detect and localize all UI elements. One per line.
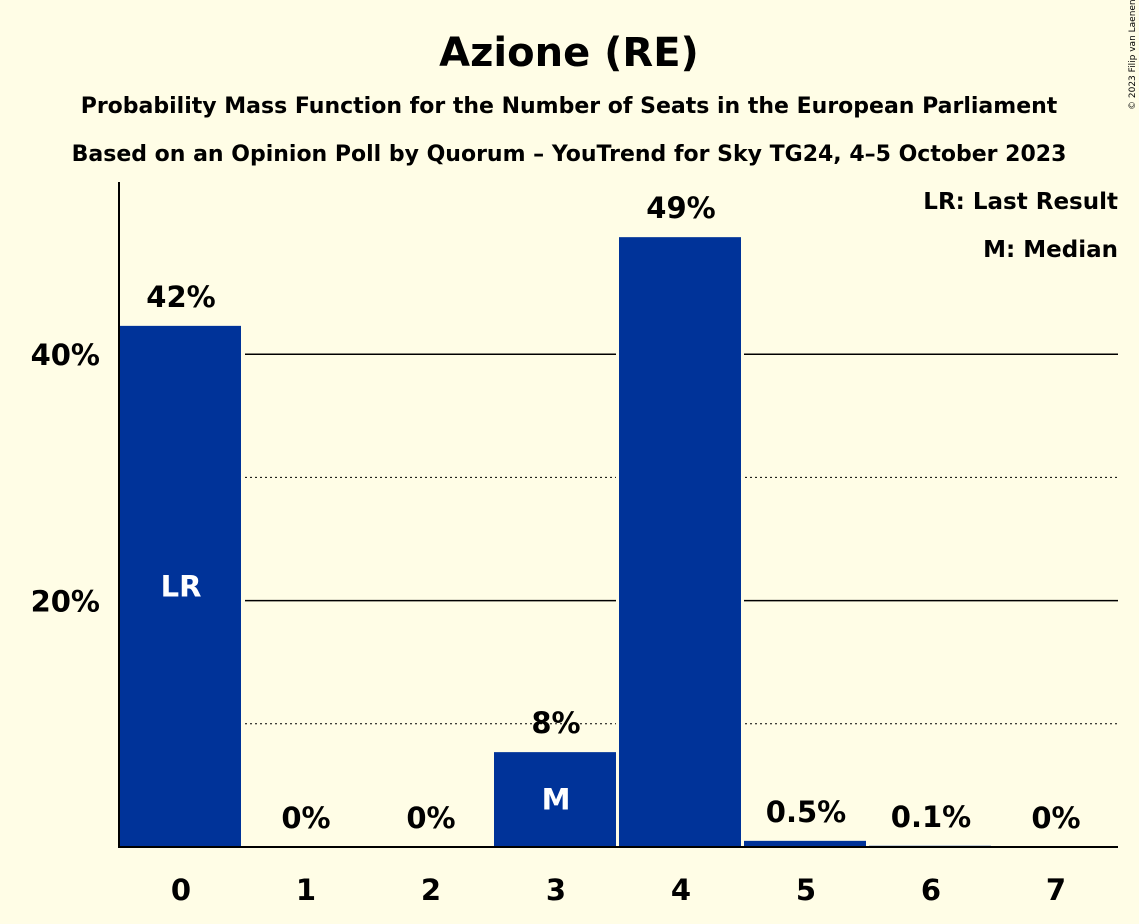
copyright-notice: © 2023 Filip van Laenen	[1128, 0, 1138, 110]
x-tick-label: 3	[546, 873, 566, 907]
x-tick-label: 5	[796, 873, 816, 907]
data-label: 0%	[406, 801, 455, 835]
data-label: 49%	[646, 191, 715, 225]
data-label: 8%	[531, 706, 580, 740]
x-tick-label: 4	[671, 873, 691, 907]
legend-last-result: LR: Last Result	[923, 189, 1118, 215]
bar-marker: LR	[161, 569, 202, 603]
x-tick-label: 0	[171, 873, 191, 907]
bars	[116, 237, 994, 847]
labels: 20% 40% 0 1 2 3 4 5 6 7 42% 0% 0% 8% 49% 0.5% 0.1% 0% LR M	[31, 191, 1081, 907]
bar-0	[119, 325, 241, 847]
data-label: 0.5%	[766, 795, 846, 829]
x-tick-label: 2	[421, 873, 441, 907]
y-tick-label: 40%	[31, 338, 100, 372]
axes	[118, 182, 1118, 848]
bar-5	[744, 840, 866, 847]
data-label: 0.1%	[891, 800, 971, 834]
bar-3	[494, 752, 616, 847]
x-tick-label: 6	[921, 873, 941, 907]
data-label: 0%	[1031, 801, 1080, 835]
bar-4	[619, 237, 741, 847]
chart-subtitle-1: Probability Mass Function for the Number…	[81, 94, 1058, 119]
legend-median: M: Median	[983, 237, 1118, 263]
x-tick-label: 1	[296, 873, 316, 907]
bar-marker: M	[542, 783, 571, 817]
y-tick-label: 20%	[31, 585, 100, 619]
chart-title: Azione (RE)	[439, 30, 699, 76]
data-label: 0%	[281, 801, 330, 835]
chart-subtitle-2: Based on an Opinion Poll by Quorum – You…	[72, 142, 1067, 167]
x-tick-label: 7	[1046, 873, 1066, 907]
data-label: 42%	[146, 280, 215, 314]
